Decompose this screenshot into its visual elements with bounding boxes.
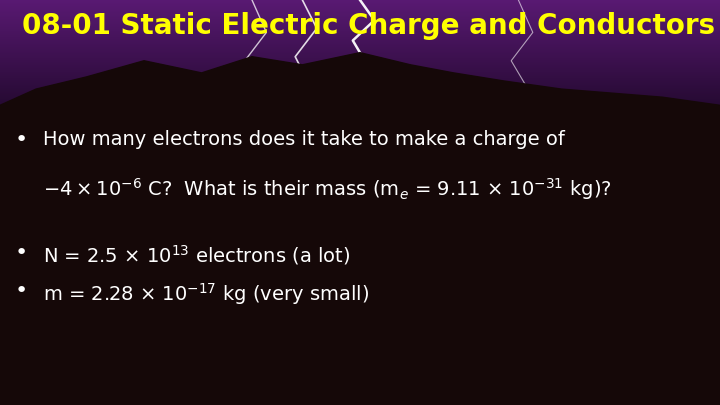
Polygon shape <box>0 53 720 405</box>
Text: $-4 \times 10^{-6}$ C?  What is their mass (m$_e$ = 9.11 $\times$ 10$^{-31}$ kg): $-4 \times 10^{-6}$ C? What is their mas… <box>43 176 612 202</box>
Text: •: • <box>14 243 27 263</box>
Text: How many electrons does it take to make a charge of: How many electrons does it take to make … <box>43 130 565 149</box>
Text: 08-01 Static Electric Charge and Conductors: 08-01 Static Electric Charge and Conduct… <box>22 12 715 40</box>
Text: m = 2.28 $\times$ 10$^{-17}$ kg (very small): m = 2.28 $\times$ 10$^{-17}$ kg (very sm… <box>43 281 369 307</box>
Text: •: • <box>14 130 27 149</box>
Text: N = 2.5 $\times$ 10$^{13}$ electrons (a lot): N = 2.5 $\times$ 10$^{13}$ electrons (a … <box>43 243 351 267</box>
Text: •: • <box>14 281 27 301</box>
